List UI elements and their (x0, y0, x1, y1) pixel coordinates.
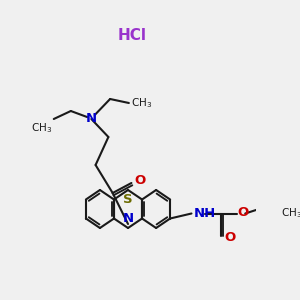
Text: CH$_3$: CH$_3$ (130, 96, 152, 110)
Text: O: O (225, 231, 236, 244)
Text: O: O (238, 206, 249, 219)
Text: NH: NH (194, 207, 216, 220)
Text: O: O (134, 175, 145, 188)
Text: HCl: HCl (118, 28, 147, 43)
Text: S: S (123, 193, 133, 206)
Text: N: N (86, 112, 97, 125)
Text: CH$_3$: CH$_3$ (31, 121, 52, 135)
Text: N: N (122, 212, 134, 225)
Text: CH$_3$: CH$_3$ (281, 207, 300, 220)
